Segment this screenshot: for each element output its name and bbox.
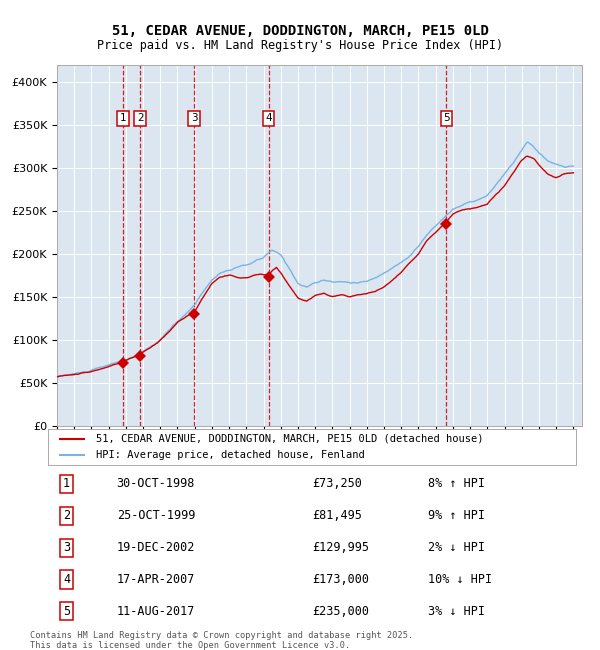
Text: £73,250: £73,250 <box>312 477 362 490</box>
Text: 30-OCT-1998: 30-OCT-1998 <box>116 477 195 490</box>
Text: £129,995: £129,995 <box>312 541 369 554</box>
Text: 4: 4 <box>63 573 70 586</box>
Text: 3: 3 <box>63 541 70 554</box>
Text: 5: 5 <box>443 113 450 124</box>
Text: £81,495: £81,495 <box>312 510 362 523</box>
Text: 3: 3 <box>191 113 197 124</box>
Text: 8% ↑ HPI: 8% ↑ HPI <box>428 477 485 490</box>
Text: 5: 5 <box>63 604 70 617</box>
Text: 1: 1 <box>119 113 126 124</box>
Text: 4: 4 <box>265 113 272 124</box>
Text: 3% ↓ HPI: 3% ↓ HPI <box>428 604 485 617</box>
Text: 19-DEC-2002: 19-DEC-2002 <box>116 541 195 554</box>
Text: 51, CEDAR AVENUE, DODDINGTON, MARCH, PE15 0LD (detached house): 51, CEDAR AVENUE, DODDINGTON, MARCH, PE1… <box>95 434 483 444</box>
Text: Contains HM Land Registry data © Crown copyright and database right 2025.
This d: Contains HM Land Registry data © Crown c… <box>30 630 413 650</box>
Text: 25-OCT-1999: 25-OCT-1999 <box>116 510 195 523</box>
Text: 10% ↓ HPI: 10% ↓ HPI <box>428 573 492 586</box>
Text: £173,000: £173,000 <box>312 573 369 586</box>
Text: 2: 2 <box>137 113 143 124</box>
Text: 9% ↑ HPI: 9% ↑ HPI <box>428 510 485 523</box>
Text: HPI: Average price, detached house, Fenland: HPI: Average price, detached house, Fenl… <box>95 450 364 460</box>
Text: Price paid vs. HM Land Registry's House Price Index (HPI): Price paid vs. HM Land Registry's House … <box>97 39 503 52</box>
Text: 51, CEDAR AVENUE, DODDINGTON, MARCH, PE15 0LD: 51, CEDAR AVENUE, DODDINGTON, MARCH, PE1… <box>112 23 488 38</box>
Text: 17-APR-2007: 17-APR-2007 <box>116 573 195 586</box>
Text: 2: 2 <box>63 510 70 523</box>
Text: £235,000: £235,000 <box>312 604 369 617</box>
Text: 2% ↓ HPI: 2% ↓ HPI <box>428 541 485 554</box>
Text: 1: 1 <box>63 477 70 490</box>
Text: 11-AUG-2017: 11-AUG-2017 <box>116 604 195 617</box>
